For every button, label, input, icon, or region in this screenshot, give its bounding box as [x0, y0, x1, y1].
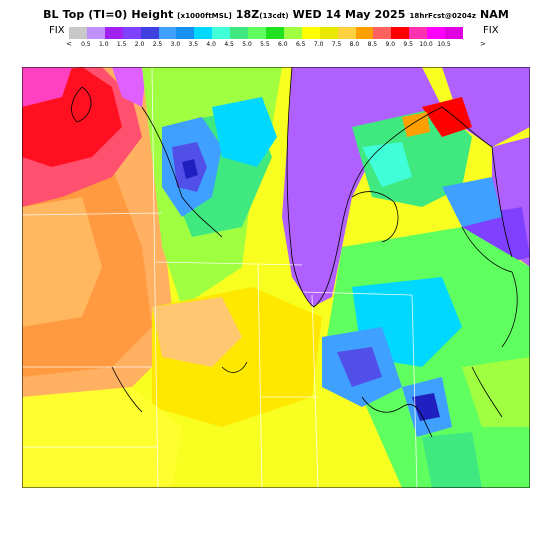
scale-swatch: [86, 27, 105, 39]
scale-tick-label: 8.5: [367, 41, 378, 48]
fix-left-label: FIX: [49, 25, 65, 36]
title-units: [x1000ftMSL]: [177, 12, 232, 20]
scale-tick-label: 0.5: [81, 41, 91, 48]
color-scale-labels: 0.5 1.0 1.5 2.0 2.5 3.0 3.5 4.0 4.5 5.0 5.5 6.0 6.5 7…: [69, 41, 463, 51]
scale-swatch: [230, 27, 249, 39]
scale-tick-label: 3.0: [170, 41, 181, 48]
map-title: BL Top (TI=0) Height [x1000ftMSL] 18Z(13…: [0, 8, 552, 21]
scale-tick-label: 9.5: [403, 41, 413, 48]
scale-swatch: [212, 27, 231, 39]
scale-tick-label: 4.5: [224, 41, 234, 48]
scale-tick-label: 2.5: [152, 41, 163, 48]
scale-tick-label: 3.5: [188, 41, 199, 48]
scale-tick-label: 4.0: [206, 41, 216, 48]
scale-tick-label: 1.5: [116, 41, 127, 48]
scale-tick-label: 5.0: [242, 41, 252, 48]
title-run: 18hrFcst@0204z: [409, 12, 477, 20]
scale-swatch: [122, 27, 141, 39]
title-time: 18Z: [235, 8, 260, 21]
scale-arrow-right: >: [480, 40, 486, 48]
scale-swatch: [445, 27, 463, 39]
scale-tick-spacer: [59, 41, 77, 51]
scale-tick-label: 6.5: [295, 41, 306, 48]
scale-swatch: [409, 27, 428, 39]
title-prefix: BL Top (TI=0) Height: [43, 8, 174, 21]
scale-swatch: [337, 27, 356, 39]
scale-tick-label: 7.0: [313, 41, 324, 48]
scale-swatch: [427, 27, 446, 39]
forecast-map: [22, 67, 530, 488]
title-date: WED 14 May 2025: [292, 8, 406, 21]
scale-tick-label: 1.0: [98, 41, 109, 48]
scale-swatch: [301, 27, 320, 39]
scale-tick-label: 9.0: [385, 41, 396, 48]
scale-swatch: [283, 27, 302, 39]
scale-tick-label: 8.0: [349, 41, 360, 48]
scale-swatch: [265, 27, 284, 39]
scale-swatch: [158, 27, 177, 39]
scale-swatch: [248, 27, 266, 39]
scale-tick-label: 5.5: [260, 41, 270, 48]
scale-swatch: [319, 27, 338, 39]
scale-tick-label: 10.5: [437, 41, 451, 48]
scale-tick-label: 7.5: [331, 41, 342, 48]
scale-swatch: [69, 27, 87, 39]
title-model: NAM: [479, 8, 509, 21]
scale-tick-label: 10.0: [419, 41, 433, 48]
scale-swatch: [176, 27, 195, 39]
scale-swatch: [355, 27, 374, 39]
scale-arrow-left: <: [66, 40, 72, 48]
color-scale-bar: [69, 27, 463, 39]
scale-tick-label: 6.0: [278, 41, 288, 48]
scale-swatch: [104, 27, 123, 39]
fix-right-label: FIX: [483, 25, 499, 36]
title-offset: (13cdt): [259, 12, 289, 20]
scale-tick-label: 2.0: [134, 41, 145, 48]
scale-swatch: [373, 27, 392, 39]
scale-swatch: [140, 27, 159, 39]
scale-swatch: [194, 27, 213, 39]
scale-swatch: [391, 27, 410, 39]
map-svg: [22, 67, 530, 488]
